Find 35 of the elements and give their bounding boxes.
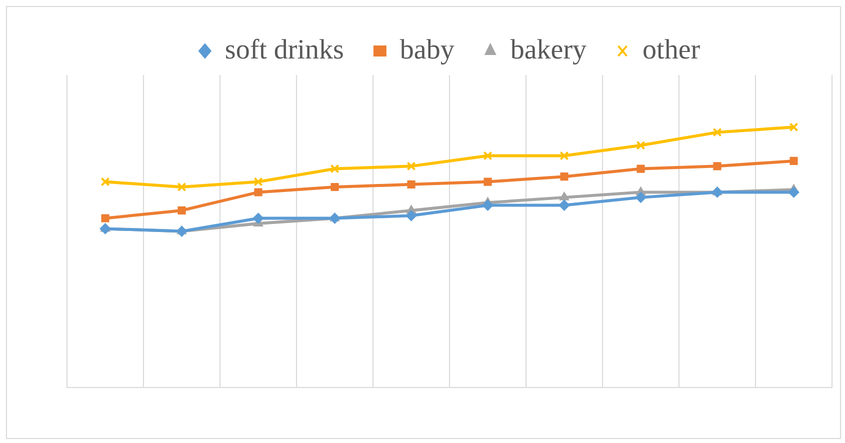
point — [559, 192, 570, 200]
point — [406, 162, 416, 171]
legend-label: soft drinks — [224, 34, 344, 66]
point — [252, 212, 264, 224]
legend-label: other — [642, 34, 701, 66]
point — [484, 178, 492, 186]
point — [330, 182, 339, 192]
point — [789, 122, 798, 132]
point — [712, 186, 723, 198]
point — [178, 206, 186, 214]
point — [712, 128, 722, 137]
point — [101, 214, 110, 222]
point — [177, 182, 186, 192]
point — [560, 172, 568, 181]
point — [406, 210, 417, 222]
point — [483, 151, 492, 160]
point — [636, 164, 645, 173]
point — [100, 223, 111, 234]
point — [482, 200, 494, 211]
point — [330, 164, 340, 174]
point — [560, 151, 569, 160]
point — [254, 188, 262, 196]
legend-label: bakery — [510, 34, 587, 66]
point — [100, 177, 110, 186]
point — [407, 180, 416, 188]
point — [790, 156, 798, 165]
point — [788, 186, 800, 198]
point — [329, 212, 340, 224]
legend-label: baby — [400, 34, 454, 66]
point — [635, 192, 646, 203]
point — [636, 140, 646, 150]
point — [713, 162, 722, 170]
point — [176, 226, 188, 237]
point — [254, 177, 263, 186]
point — [558, 200, 570, 211]
